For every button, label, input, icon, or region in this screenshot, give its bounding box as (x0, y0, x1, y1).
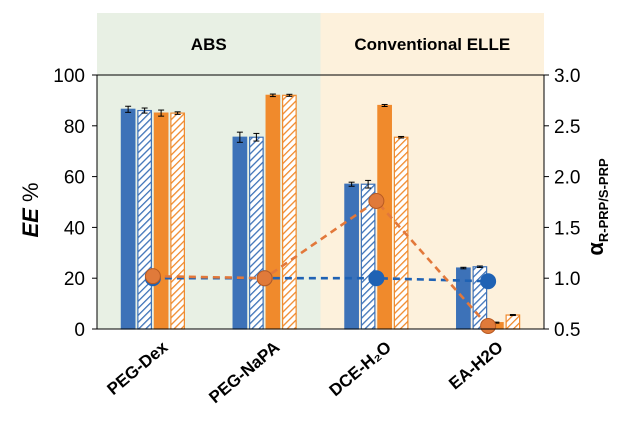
right-axis-ticks: 0.5 1.0 1.5 2.0 2.5 3.0 (544, 66, 580, 341)
right-tick-label-0: 0.5 (554, 320, 580, 341)
y-axis-label-unit: % (18, 182, 43, 208)
alpha-point-s1-c2 (368, 192, 385, 209)
alpha-point-s1-c1 (256, 270, 273, 287)
bar-s1-c0 (137, 109, 152, 330)
error-bar-s1-c1 (253, 132, 260, 142)
bar-s0-c1 (232, 136, 248, 330)
right-tick-label-5: 3.0 (554, 66, 580, 87)
error-bar-s2-c0 (158, 109, 165, 117)
bar-s3-c0 (170, 112, 185, 330)
left-tick-label-4: 80 (64, 117, 85, 138)
error-bar-s1-c0 (141, 107, 148, 114)
axes (96, 74, 545, 330)
error-bar-s2-c2 (381, 103, 388, 107)
right-tick-label-1: 1.0 (554, 269, 580, 290)
left-tick-label-3: 60 (64, 168, 85, 189)
error-bar-s3-c0 (174, 111, 181, 115)
right-tick-label-4: 2.5 (554, 117, 580, 138)
alpha-line-0 (152, 276, 489, 283)
left-tick-label-1: 20 (64, 269, 85, 290)
y-axis-label-right-sub: R-PRP/S-PRP (596, 158, 611, 242)
x-tick-label-0: PEG-Dex (104, 337, 172, 399)
left-tick-label-5: 100 (53, 66, 85, 87)
y-axis-label-right-symbol: α (583, 242, 608, 256)
bar-s3-c1 (282, 94, 297, 330)
bar-s2-c0 (153, 112, 169, 330)
error-bar-s2-c1 (269, 93, 276, 98)
bar-s0-c2 (344, 183, 359, 330)
alpha-point-s1-c0 (144, 268, 161, 285)
x-tick-label-1: PEG-NaPA (205, 338, 283, 408)
x-axis-ticks: PEG-Dex PEG-NaPA DCE-H₂O EA-H2O (104, 337, 507, 407)
error-bar-s0-c1 (236, 131, 243, 143)
bar-s0-c0 (120, 108, 136, 330)
region-label-conventional-elle: Conventional ELLE (354, 35, 510, 54)
y-axis-label-main: EE (18, 207, 43, 238)
y-axis-label-right: αR-PRP/S-PRP (583, 158, 611, 256)
left-tick-label-0: 0 (74, 320, 85, 341)
region-label-abs: ABS (191, 35, 227, 54)
error-bar-s3-c3 (509, 314, 516, 317)
error-bar-s1-c2 (365, 179, 372, 189)
right-tick-label-2: 1.5 (554, 218, 580, 239)
error-bar-s0-c0 (125, 105, 132, 113)
region-labels: ABS Conventional ELLE (191, 35, 510, 54)
alpha-point-s0-c2 (368, 270, 385, 287)
alpha-point-s0-c3 (480, 273, 497, 290)
y-axis-label-left: EE % (18, 182, 43, 237)
error-bars (125, 93, 516, 324)
error-bar-s0-c2 (348, 181, 355, 187)
bar-s1-c1 (249, 136, 264, 330)
alpha-lines (144, 192, 497, 334)
left-tick-label-2: 40 (64, 218, 85, 239)
alpha-point-s1-c3 (480, 317, 497, 334)
error-bar-s3-c2 (398, 135, 405, 139)
error-bar-s0-c3 (460, 266, 467, 270)
error-bar-s1-c3 (476, 265, 483, 269)
error-bar-s3-c1 (286, 93, 293, 97)
x-tick-label-3: EA-H2O (445, 338, 506, 394)
bar-s2-c1 (265, 94, 281, 330)
left-axis-ticks: 0 20 40 60 80 100 (53, 66, 97, 341)
x-tick-label-2: DCE-H₂O (326, 338, 395, 401)
right-tick-label-3: 2.0 (554, 168, 580, 189)
bar-s3-c3 (505, 314, 521, 330)
